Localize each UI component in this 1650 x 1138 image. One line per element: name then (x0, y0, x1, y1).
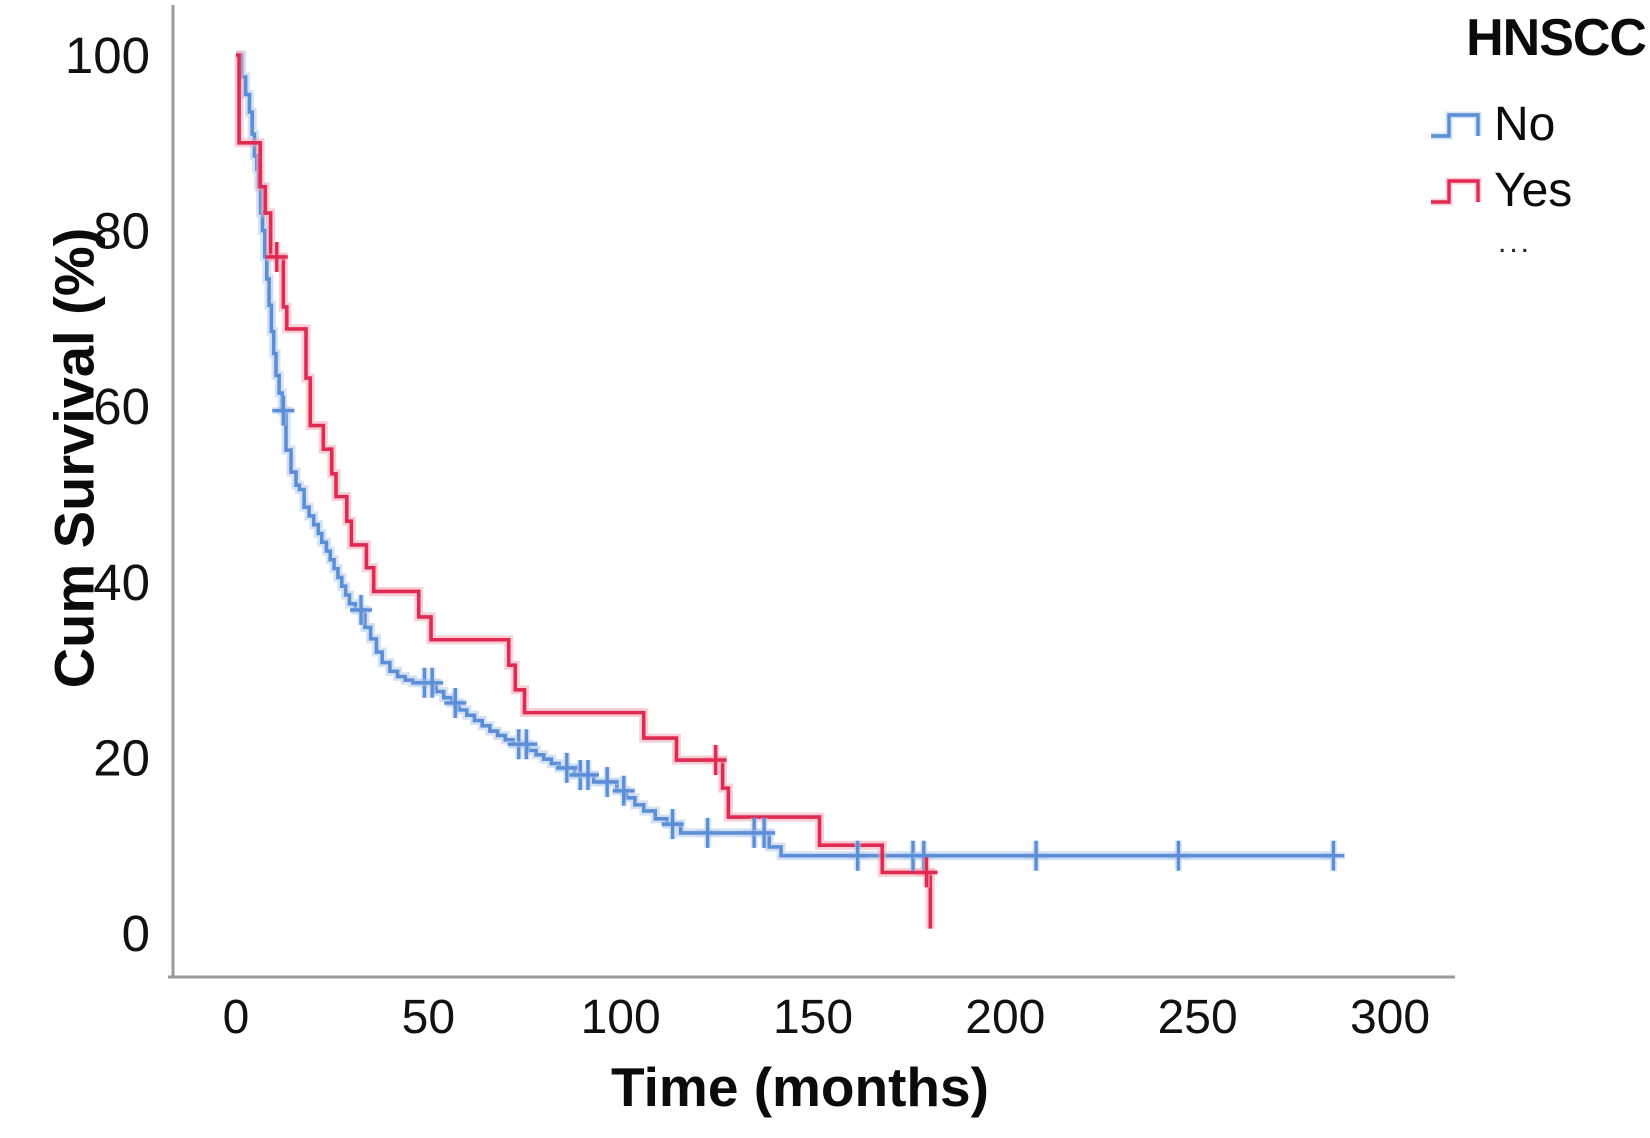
legend-step-icon (1431, 111, 1482, 140)
y-tick-label-20: 20 (93, 729, 150, 786)
x-tick-label-300: 300 (1350, 991, 1430, 1044)
survival-curve-halo-yes (234, 50, 935, 929)
censor-mark-no (421, 667, 444, 698)
censor-mark-no (846, 840, 869, 871)
censor-mark-no (515, 729, 538, 760)
y-tick-label-0: 0 (122, 905, 150, 962)
x-tick-label-100: 100 (581, 991, 661, 1044)
censor-mark-no (596, 766, 619, 797)
y-tick-label-60: 60 (93, 378, 150, 435)
legend-item-yes: Yes (1428, 158, 1572, 224)
survival-curve-halo-no (236, 50, 1334, 861)
censor-mark-no (1167, 840, 1190, 871)
censor-mark-no (753, 817, 776, 848)
censor-mark-no (1322, 840, 1345, 871)
legend: HNSCC No Yes ... (1390, 8, 1650, 259)
y-tick-label-80: 80 (93, 203, 150, 260)
y-tick-label-40: 40 (93, 554, 150, 611)
censor-mark-yes (704, 745, 727, 776)
x-tick-label-0: 0 (223, 991, 250, 1044)
x-tick-label-250: 250 (1158, 991, 1238, 1044)
x-tick-label-150: 150 (773, 991, 853, 1044)
legend-step-icon (1431, 177, 1482, 206)
legend-title: HNSCC (1466, 9, 1647, 67)
x-tick-label-50: 50 (402, 991, 455, 1044)
censor-mark-no (576, 759, 599, 790)
censor-mark-no (272, 395, 295, 426)
legend-items: No Yes (1428, 92, 1572, 224)
censor-mark-no (612, 775, 635, 806)
censor-mark-no (444, 687, 467, 718)
censor-mark-no (350, 594, 373, 625)
y-tick-label-100: 100 (65, 27, 150, 84)
censor-mark-yes (265, 241, 288, 272)
y-axis-title: Cum Survival (%) (42, 227, 106, 689)
legend-ellipsis: ... (1498, 226, 1533, 259)
censor-mark-no (661, 809, 684, 840)
censor-mark-no (696, 817, 719, 848)
legend-item-label: No (1494, 98, 1556, 151)
x-tick-label-200: 200 (965, 991, 1045, 1044)
survival-curve-no (236, 53, 1334, 858)
censor-mark-yes (915, 857, 938, 888)
censor-mark-no (555, 752, 578, 783)
x-axis-title: Time (months) (611, 1056, 989, 1118)
censor-mark-no (1025, 840, 1048, 871)
legend-item-label: Yes (1494, 164, 1573, 217)
legend-item-no: No (1428, 92, 1572, 158)
